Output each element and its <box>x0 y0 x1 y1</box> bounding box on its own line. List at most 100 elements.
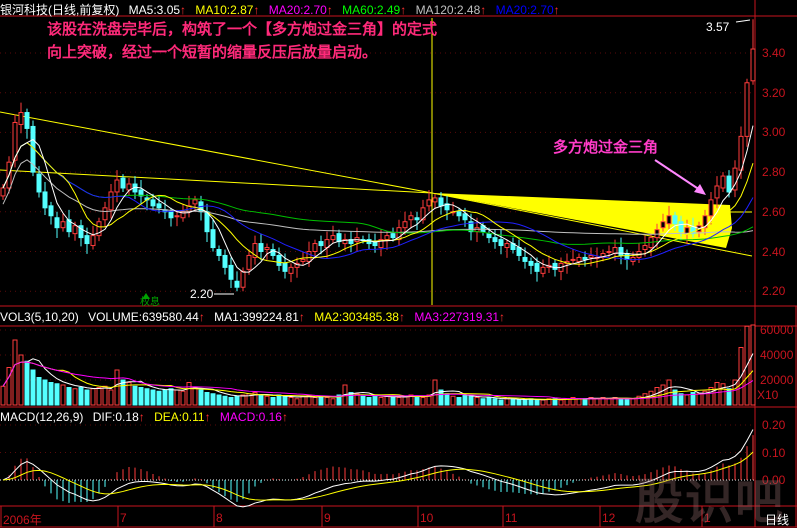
candle-up <box>108 191 114 211</box>
period-label[interactable]: 日线 <box>765 513 790 527</box>
up-arrow-icon: ↑ <box>480 3 487 17</box>
volume-bar <box>390 397 396 406</box>
legend-item: MA20:2.70↑ <box>495 3 560 17</box>
volume-bar <box>426 394 432 406</box>
candle-down <box>282 262 288 272</box>
volume-bar <box>156 390 162 406</box>
candle-down <box>678 221 684 233</box>
volume-bar <box>360 395 366 406</box>
volume-bar <box>186 382 192 406</box>
candle-up <box>702 215 708 229</box>
candle-up <box>252 243 258 258</box>
candle-down <box>552 262 558 270</box>
ex-rights-marker[interactable]: 权息 <box>140 297 160 308</box>
volume-bar <box>18 354 24 406</box>
candle-up <box>570 258 576 261</box>
volume-bar <box>720 383 726 406</box>
volume-bar <box>408 394 414 406</box>
candle-up <box>642 245 648 251</box>
volume-scale-label: X10 <box>757 388 779 402</box>
volume-bar <box>126 382 132 406</box>
up-arrow-icon: ↑ <box>398 310 405 324</box>
volume-bar <box>270 397 276 406</box>
volume-bar <box>492 398 498 406</box>
volume-bar <box>276 394 282 406</box>
candle-up <box>342 239 348 245</box>
volume-bar <box>732 379 738 406</box>
candle-up <box>504 243 510 249</box>
candle-down <box>156 203 162 209</box>
volume-bar <box>636 395 642 406</box>
volume-bar <box>372 394 378 406</box>
candle-up <box>60 221 66 229</box>
volume-bar <box>402 395 408 406</box>
volume-bar <box>702 390 708 406</box>
volume-legend: VOL3(5,10,20) VOLUME:639580.44↑ MA1:3992… <box>0 310 517 324</box>
candle-up <box>588 254 594 258</box>
volume-bar <box>222 395 228 406</box>
volume-bar <box>336 394 342 406</box>
volume-bar <box>558 399 564 406</box>
candle-down <box>36 173 42 193</box>
legend-item: MA60:2.49↑ <box>342 3 407 17</box>
candle-down <box>168 211 174 219</box>
volume-bar <box>180 390 186 406</box>
volume-bar <box>498 399 504 406</box>
dif-line <box>2 429 754 508</box>
watermark-logo: 股识吧 <box>635 474 786 528</box>
candle-down <box>498 239 504 247</box>
volume-bar <box>588 397 594 406</box>
volume-bar <box>576 398 582 406</box>
candle-up <box>576 256 582 262</box>
up-arrow-icon: ↑ <box>138 410 145 424</box>
volume-bar <box>594 398 600 406</box>
up-arrow-icon: ↑ <box>400 3 407 17</box>
stock-title: 银河科技(日线,前复权) <box>0 3 120 17</box>
candle-down <box>42 191 48 209</box>
volume-bar <box>618 398 624 406</box>
up-arrow-icon: ↑ <box>281 410 288 424</box>
volume-bar <box>468 395 474 406</box>
candle-down <box>438 197 444 207</box>
candle-up <box>378 239 384 249</box>
legend-item: MA1:399224.81↑ <box>214 310 305 324</box>
candle-up <box>0 187 6 197</box>
price-tick-label: 2.80 <box>762 165 786 180</box>
candle-down <box>468 221 474 233</box>
candle-down <box>228 264 234 280</box>
volume-bar <box>24 360 30 406</box>
volume-bar <box>630 398 636 406</box>
volume-bar <box>384 395 390 406</box>
volume-bar <box>0 385 6 406</box>
volume-bar <box>348 392 354 406</box>
volume-bar <box>516 399 522 406</box>
volume-bar <box>474 397 480 406</box>
candle-up <box>684 227 690 235</box>
volume-bar <box>750 324 756 406</box>
candle-up <box>540 266 546 274</box>
volume-bar <box>414 395 420 406</box>
candle-down <box>66 219 72 233</box>
macd-tick-label: 0.20 <box>762 418 786 432</box>
candle-down <box>24 112 30 129</box>
volume-bar <box>582 398 588 406</box>
up-arrow-icon: ↑ <box>499 310 506 324</box>
up-arrow-icon: ↑ <box>204 410 211 424</box>
volume-bar <box>606 398 612 406</box>
volume-bar <box>252 392 258 406</box>
date-tick-label: 8 <box>216 511 223 525</box>
volume-ma2-line <box>2 361 754 400</box>
price-legend: 银河科技(日线,前复权) MA5:3.05↑ MA10:2.87↑ MA20:2… <box>0 1 572 18</box>
candle-up <box>102 207 108 221</box>
legend-item: MA2:303485.38↑ <box>314 310 405 324</box>
volume-bar <box>192 387 198 406</box>
ma20-line <box>2 142 754 261</box>
volume-bar <box>120 379 126 406</box>
up-arrow-icon: ↑ <box>180 3 187 17</box>
date-tick-label: 11 <box>505 511 518 525</box>
volume-bar <box>234 395 240 406</box>
candle-up <box>114 179 120 193</box>
candle-down <box>516 247 522 256</box>
candle-up <box>330 235 336 241</box>
